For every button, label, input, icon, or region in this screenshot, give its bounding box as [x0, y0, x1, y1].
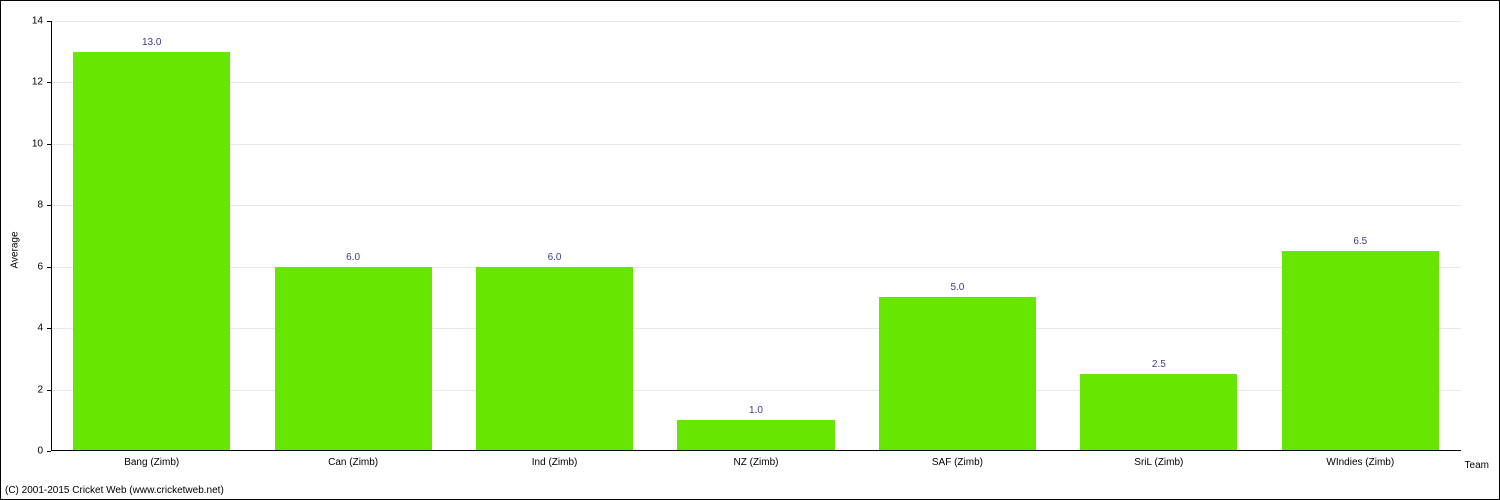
x-tick-label: WIndies (Zimb): [1326, 457, 1394, 468]
y-tick-label: 8: [37, 200, 43, 211]
grid-line: [51, 21, 1461, 22]
x-tick-label: Can (Zimb): [328, 457, 378, 468]
bar-value-label: 1.0: [749, 405, 763, 416]
y-tick-label: 12: [32, 77, 43, 88]
x-tick-label: Bang (Zimb): [124, 457, 179, 468]
y-tick-label: 2: [37, 384, 43, 395]
x-axis-title: Team: [1465, 460, 1489, 471]
y-axis-line: [51, 21, 52, 451]
y-tick-mark: [47, 451, 51, 452]
grid-line: [51, 328, 1461, 329]
chart-container: 0 2 4 6 8 10 12 14 13.0 Bang (Zimb) 6.0 Can (Zimb) 6…: [0, 0, 1500, 500]
y-tick-label: 14: [32, 16, 43, 27]
y-tick-label: 4: [37, 323, 43, 334]
y-tick-label: 10: [32, 138, 43, 149]
x-tick-label: Ind (Zimb): [532, 457, 578, 468]
bar: 6.5: [1282, 251, 1439, 451]
grid-line: [51, 390, 1461, 391]
bar-value-label: 6.0: [548, 252, 562, 263]
y-axis-title: Average: [10, 231, 21, 268]
plot-area: 0246810121413.0Bang (Zimb)6.0Can (Zimb)6…: [51, 21, 1461, 451]
bar-value-label: 13.0: [142, 37, 161, 48]
bar: 2.5: [1080, 374, 1237, 451]
grid-line: [51, 144, 1461, 145]
x-tick-label: SAF (Zimb): [932, 457, 983, 468]
y-tick-label: 0: [37, 446, 43, 457]
bar-value-label: 2.5: [1152, 359, 1166, 370]
grid-line: [51, 205, 1461, 206]
y-tick-label: 6: [37, 261, 43, 272]
bar: 6.0: [476, 267, 633, 451]
bar: 5.0: [879, 297, 1036, 451]
bar: 1.0: [677, 420, 834, 451]
grid-line: [51, 267, 1461, 268]
copyright-text: (C) 2001-2015 Cricket Web (www.cricketwe…: [5, 485, 224, 496]
bar-value-label: 6.0: [346, 252, 360, 263]
grid-line: [51, 82, 1461, 83]
bar: 6.0: [275, 267, 432, 451]
x-axis-line: [51, 450, 1461, 451]
bar-value-label: 6.5: [1353, 236, 1367, 247]
x-tick-label: NZ (Zimb): [734, 457, 779, 468]
x-tick-label: SriL (Zimb): [1134, 457, 1183, 468]
bar: 13.0: [73, 52, 230, 451]
bar-value-label: 5.0: [950, 282, 964, 293]
